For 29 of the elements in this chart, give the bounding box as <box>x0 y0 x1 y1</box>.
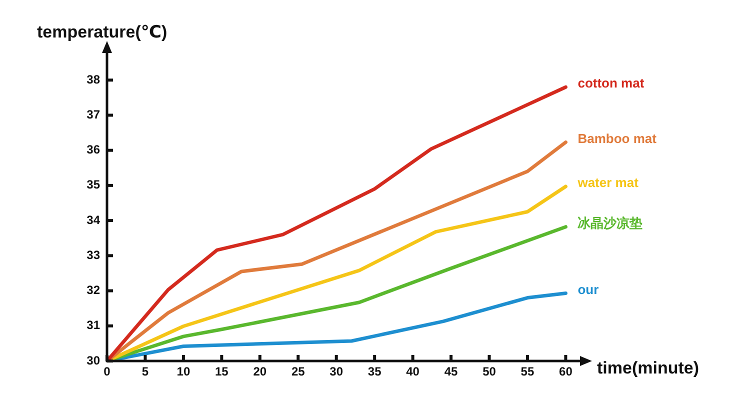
series-label: cotton mat <box>578 76 645 91</box>
series-label: Bamboo mat <box>578 130 658 146</box>
y-tick-label: 36 <box>86 142 100 157</box>
series-label: water mat <box>576 175 640 190</box>
x-tick-label: 15 <box>215 364 229 379</box>
x-tick-label: 10 <box>176 364 190 379</box>
x-tick-label: 50 <box>482 364 496 379</box>
y-tick-label: 32 <box>86 283 100 298</box>
x-axis-title: time(minute) <box>597 358 699 378</box>
y-axis-title: temperature(℃) <box>37 22 168 42</box>
x-tick-label: 30 <box>330 364 344 379</box>
y-tick-label: 38 <box>86 72 100 86</box>
y-tick-label: 37 <box>86 108 100 122</box>
y-tick-label: 30 <box>86 353 100 368</box>
x-tick-label: 5 <box>142 364 149 379</box>
y-tick-label: 31 <box>86 318 100 332</box>
y-tick-label: 33 <box>86 248 100 262</box>
x-tick-label: 40 <box>406 364 420 379</box>
x-tick-label: 55 <box>520 364 534 379</box>
y-tick-label: 35 <box>86 178 100 192</box>
x-tick-label: 25 <box>291 364 306 379</box>
x-tick-label: 35 <box>368 364 382 379</box>
x-tick-label: 0 <box>104 364 111 379</box>
y-tick-label: 34 <box>86 212 100 227</box>
series-label: 冰晶沙凉垫 <box>578 215 643 230</box>
series-label: our <box>578 282 599 297</box>
x-tick-label: 60 <box>559 364 573 379</box>
x-tick-label: 45 <box>444 364 458 379</box>
x-tick-label: 20 <box>253 364 267 379</box>
